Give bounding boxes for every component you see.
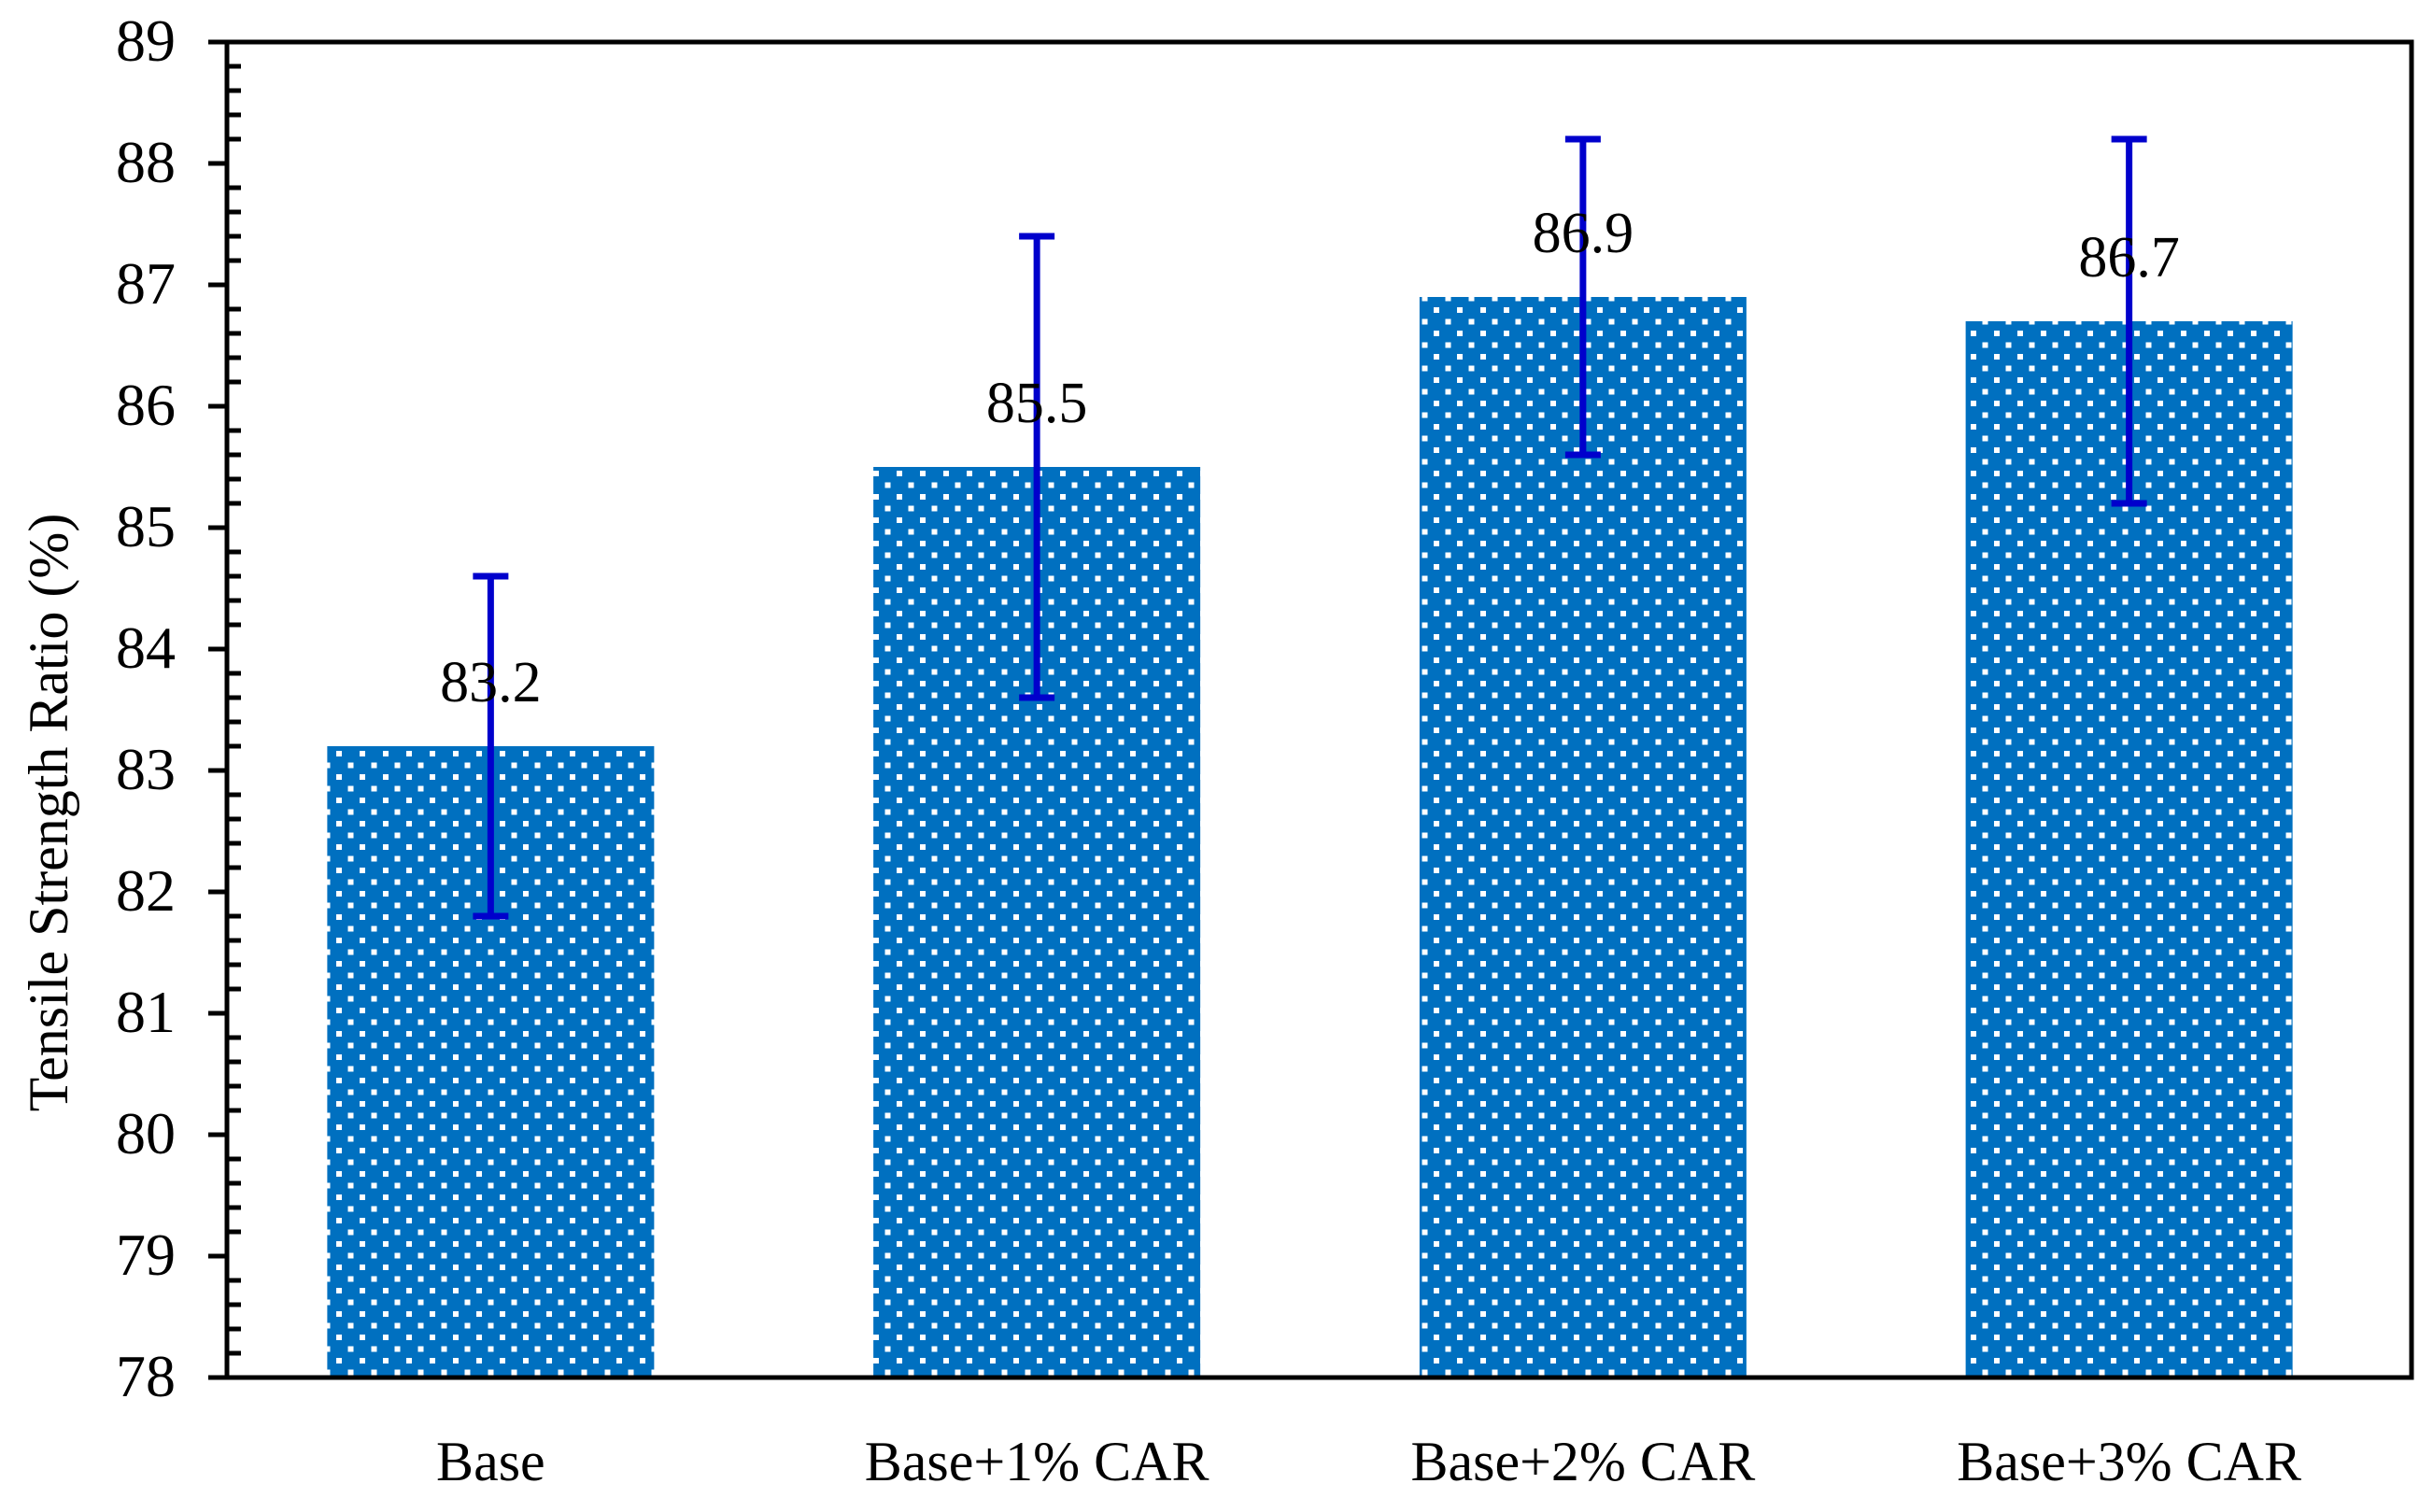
x-tick-label-2: Base+2% CAR	[1410, 1431, 1755, 1492]
data-label-3: 86.7	[2078, 226, 2180, 290]
x-tick-label-0: Base	[436, 1431, 545, 1492]
y-tick-label-1: 79	[116, 1222, 176, 1288]
plot-frame	[224, 39, 2414, 1380]
y-tick-label-9: 87	[116, 250, 176, 317]
data-label-1: 85.5	[986, 372, 1088, 435]
y-tick-label-6: 84	[116, 615, 176, 681]
labels-group: 83.2 Base 85.5 Base+1% CAR 86.9 Base+2% CAR 86…	[116, 7, 2301, 1492]
data-label-2: 86.9	[1533, 202, 1634, 265]
error-bars-group	[473, 135, 2147, 920]
y-tick-label-10: 88	[116, 129, 176, 195]
axes-group	[208, 39, 2414, 1380]
y-tick-label-2: 80	[116, 1100, 176, 1166]
x-tick-label-3: Base+3% CAR	[1957, 1431, 2301, 1492]
bar-2	[1419, 297, 1747, 1378]
bars-group	[327, 297, 2293, 1378]
y-tick-label-5: 83	[116, 736, 176, 802]
y-tick-label-0: 78	[116, 1343, 176, 1409]
y-axis-title: Tensile Strength Ratio (%)	[18, 514, 79, 1112]
data-label-0: 83.2	[440, 651, 542, 714]
y-tick-label-11: 89	[116, 7, 176, 74]
x-tick-label-1: Base+1% CAR	[865, 1431, 1210, 1492]
y-tick-label-7: 85	[116, 493, 176, 559]
y-tick-label-3: 81	[116, 979, 176, 1045]
y-tick-label-4: 82	[116, 857, 176, 924]
y-tick-label-8: 86	[116, 372, 176, 438]
